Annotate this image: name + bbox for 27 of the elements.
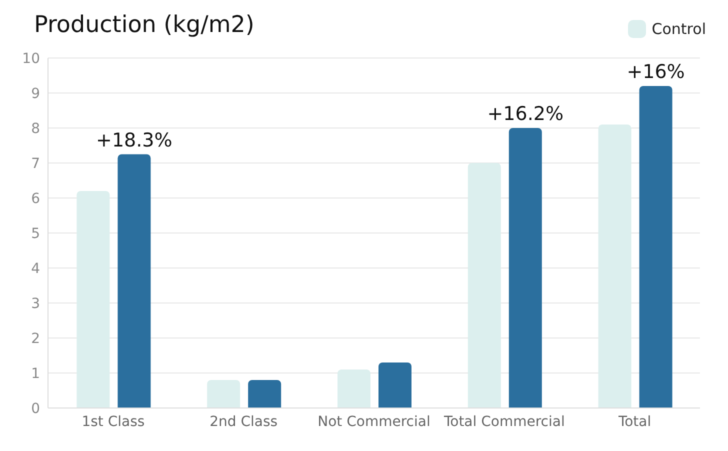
y-tick-label: 2: [31, 330, 40, 347]
bar: [508, 128, 542, 408]
legend-label: Control: [652, 20, 706, 38]
y-tick-label: 0: [31, 400, 40, 417]
bar: [207, 380, 240, 408]
y-tick-label: 9: [31, 86, 40, 102]
x-tick-label: 2nd Class: [210, 414, 278, 430]
x-tick-label: Total Commercial: [442, 414, 565, 430]
y-tick-label: 1: [31, 366, 40, 382]
annotation: +16%: [626, 61, 685, 83]
bar: [248, 380, 282, 408]
y-tick-label: 5: [31, 226, 40, 242]
y-tick-label: 6: [31, 190, 40, 207]
x-tick-label: Not Commercial: [318, 414, 430, 430]
y-tick-label: 4: [31, 260, 40, 277]
x-tick-label: 1st Class: [82, 414, 145, 430]
bar: [639, 86, 672, 408]
chart-title: Production (kg/m2): [34, 12, 254, 38]
x-tick-label: Total: [617, 414, 652, 430]
annotation: +18.3%: [96, 129, 172, 152]
y-tick-label: 8: [31, 120, 40, 137]
bar: [378, 362, 412, 408]
y-tick-label: 7: [31, 156, 40, 172]
y-tick-label: 10: [22, 50, 40, 67]
bar: [118, 154, 151, 408]
annotation: +16.2%: [487, 103, 564, 125]
y-tick-label: 3: [31, 296, 40, 312]
